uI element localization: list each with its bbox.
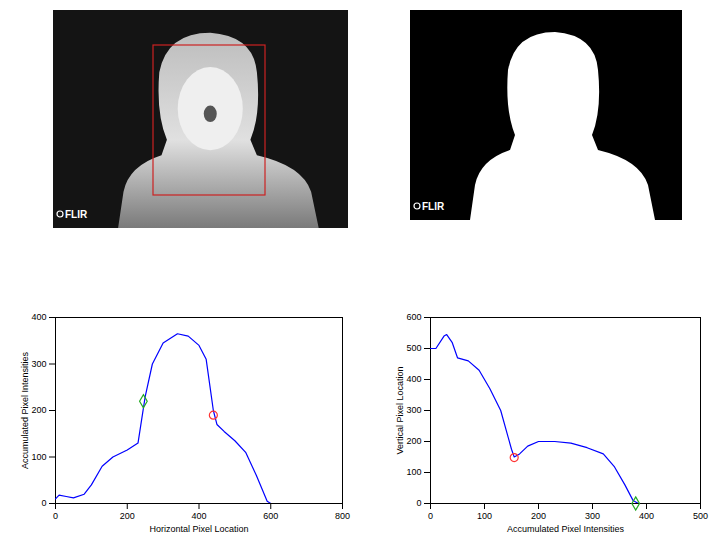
svg-text:800: 800 <box>335 511 350 521</box>
svg-text:Accumulated Pixel Intensities: Accumulated Pixel Intensities <box>507 524 625 534</box>
svg-text:600: 600 <box>406 312 421 322</box>
svg-text:0: 0 <box>41 498 46 508</box>
svg-text:Vertical Pixel Location: Vertical Pixel Location <box>395 366 405 454</box>
svg-text:Accumulated Pixel Intensities: Accumulated Pixel Intensities <box>20 351 30 469</box>
svg-text:500: 500 <box>693 511 708 521</box>
svg-text:100: 100 <box>406 467 421 477</box>
svg-text:600: 600 <box>263 511 278 521</box>
svg-text:500: 500 <box>406 343 421 353</box>
svg-text:400: 400 <box>639 511 654 521</box>
svg-text:200: 200 <box>120 511 135 521</box>
svg-text:0: 0 <box>53 511 58 521</box>
svg-text:FLIR: FLIR <box>65 209 88 220</box>
svg-text:200: 200 <box>531 511 546 521</box>
svg-text:400: 400 <box>191 511 206 521</box>
svg-text:400: 400 <box>31 312 46 322</box>
svg-text:100: 100 <box>477 511 492 521</box>
svg-text:200: 200 <box>31 405 46 415</box>
svg-text:300: 300 <box>585 511 600 521</box>
svg-text:100: 100 <box>31 452 46 462</box>
svg-text:Horizontal Pixel Location: Horizontal Pixel Location <box>149 524 248 534</box>
svg-text:0: 0 <box>428 511 433 521</box>
svg-text:200: 200 <box>406 436 421 446</box>
svg-text:FLIR: FLIR <box>422 201 445 212</box>
svg-text:0: 0 <box>416 498 421 508</box>
svg-text:300: 300 <box>31 359 46 369</box>
svg-text:300: 300 <box>406 405 421 415</box>
svg-text:400: 400 <box>406 374 421 384</box>
